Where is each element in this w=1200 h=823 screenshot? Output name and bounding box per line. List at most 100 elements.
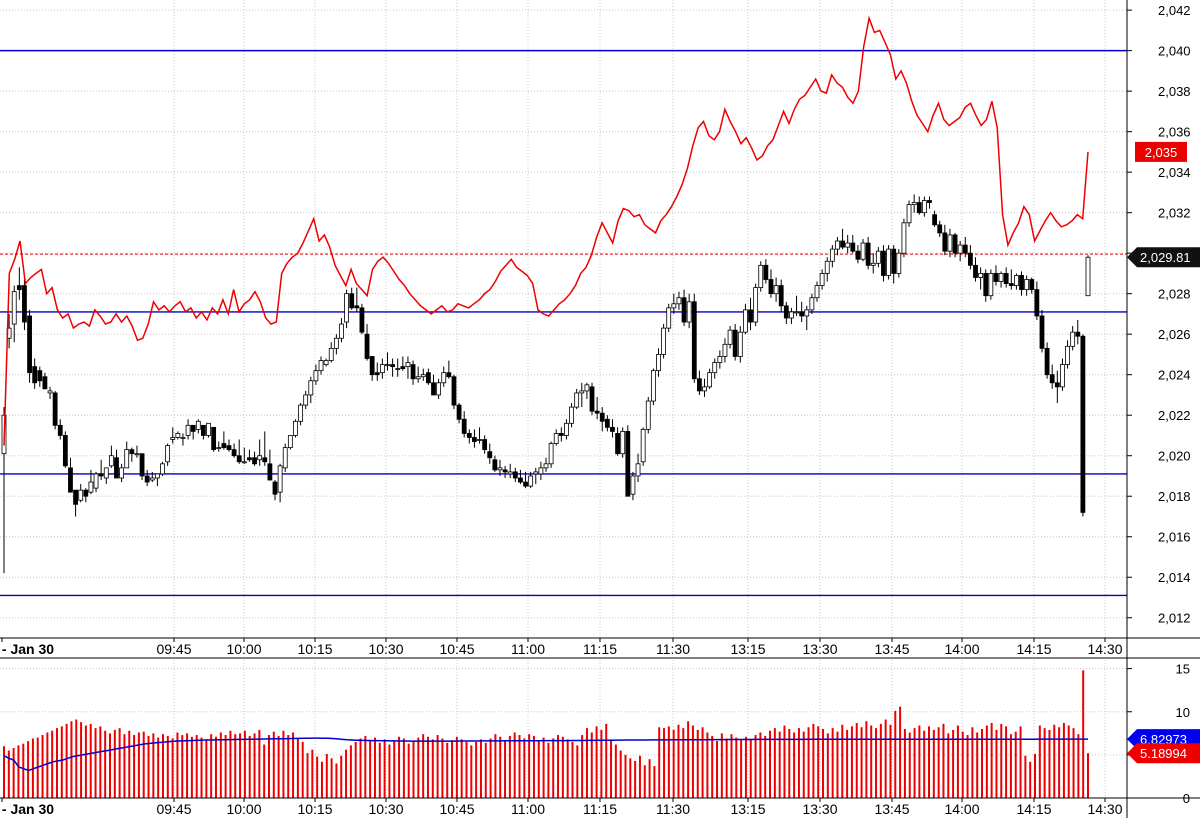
candle-body	[461, 418, 467, 434]
candle-body	[287, 435, 293, 449]
candle-body	[707, 372, 713, 388]
candle-body	[671, 303, 677, 309]
candle-body	[794, 311, 799, 314]
candle-body	[814, 285, 820, 299]
candle-body	[799, 311, 805, 317]
x-tick-label: 14:15	[1016, 641, 1051, 657]
candle-body	[83, 489, 89, 497]
candle-body	[354, 305, 360, 309]
candle-body	[773, 285, 779, 295]
overlay-line	[3, 15, 1089, 446]
candle-body	[42, 376, 48, 390]
x-tick-label: 10:45	[439, 641, 474, 657]
volume-y-tick-label: 10	[1176, 705, 1190, 720]
candle-body	[57, 424, 63, 436]
candle-body	[364, 333, 370, 359]
candle-body	[451, 376, 457, 406]
candle-body	[1070, 331, 1076, 347]
candle-body	[584, 384, 590, 392]
candle-body	[875, 250, 881, 264]
candle-body	[625, 431, 631, 497]
candle-body	[170, 437, 176, 440]
candle-body	[262, 457, 268, 463]
candle-body	[947, 234, 953, 252]
candle-body	[216, 447, 222, 450]
candle-body	[247, 457, 252, 461]
candle-body	[267, 463, 273, 481]
candle-body	[502, 469, 508, 473]
candle-body	[727, 329, 733, 345]
candle-body	[328, 347, 334, 361]
candle-body	[257, 455, 263, 461]
candle-body	[272, 481, 278, 495]
volume-average-line	[3, 737, 1088, 772]
candle-body	[195, 420, 201, 430]
candle-body	[441, 372, 447, 384]
candle-body	[783, 305, 789, 319]
x-tick-label: - Jan 30	[2, 641, 54, 657]
candle-body	[1029, 279, 1035, 291]
candle-body	[16, 285, 22, 291]
price-y-tick-label: 2,040	[1158, 44, 1191, 59]
candle-body	[400, 366, 406, 370]
candle-body	[226, 445, 232, 451]
candle-body	[405, 362, 411, 367]
candle-body	[712, 362, 718, 374]
candle-body	[686, 301, 692, 323]
candle-body	[323, 360, 329, 365]
price-y-tick-label: 2,012	[1158, 611, 1191, 626]
candle-body	[768, 279, 774, 295]
candle-body	[395, 368, 401, 371]
candle-body	[1075, 331, 1081, 337]
candle-body	[523, 481, 528, 487]
candle-body	[860, 242, 866, 260]
candle-body	[385, 364, 390, 366]
candle-body	[1019, 275, 1024, 291]
x-tick-label: 10:30	[368, 801, 403, 817]
candle-body	[558, 433, 564, 436]
candle-body	[789, 311, 794, 319]
horizontal-levels	[0, 49, 1127, 597]
candle-body	[993, 273, 999, 282]
candle-body	[850, 242, 856, 252]
candle-body	[303, 394, 309, 406]
volume-y-tick-label: 15	[1176, 662, 1190, 677]
price-y-tick-label: 2,042	[1158, 3, 1191, 18]
overlay-line-series	[3, 15, 1089, 446]
candle-body	[543, 463, 549, 469]
candle-body	[957, 244, 963, 254]
candle-body	[732, 329, 738, 357]
candle-body	[743, 309, 748, 333]
candle-body	[564, 422, 569, 436]
overlay-value-tag	[1135, 141, 1187, 162]
candle-body	[819, 273, 825, 286]
candle-body	[635, 463, 641, 477]
candle-body	[103, 467, 109, 479]
candle-body	[185, 424, 191, 436]
candle-body	[870, 262, 876, 266]
last-price-marker-tag	[1127, 247, 1200, 268]
candle-body	[809, 297, 815, 311]
candle-body	[952, 234, 958, 254]
candle-body	[477, 439, 482, 441]
candle-body	[339, 323, 344, 339]
x-tick-label: - Jan 30	[2, 801, 54, 817]
x-tick-label: 14:00	[944, 801, 979, 817]
axis-labels: 2,012 2,014 2,016 2,018 2,020 2,022 2,024 2,026…	[1, 3, 1191, 817]
candle-body	[180, 437, 186, 439]
candle-body	[52, 392, 58, 426]
candle-body	[921, 200, 927, 214]
candle-body	[973, 264, 978, 278]
last-volume-marker-text: 5.18994	[1140, 746, 1187, 761]
candle-body	[236, 455, 242, 463]
candle-body	[1034, 289, 1040, 317]
candle-body	[630, 475, 636, 495]
candle-body	[1024, 279, 1030, 291]
price-y-tick-label: 2,026	[1158, 327, 1191, 342]
candle-body	[1065, 345, 1070, 365]
candle-body	[1080, 335, 1086, 513]
x-tick-label: 10:15	[297, 641, 332, 657]
candle-body	[349, 293, 355, 309]
candle-body	[277, 465, 283, 493]
